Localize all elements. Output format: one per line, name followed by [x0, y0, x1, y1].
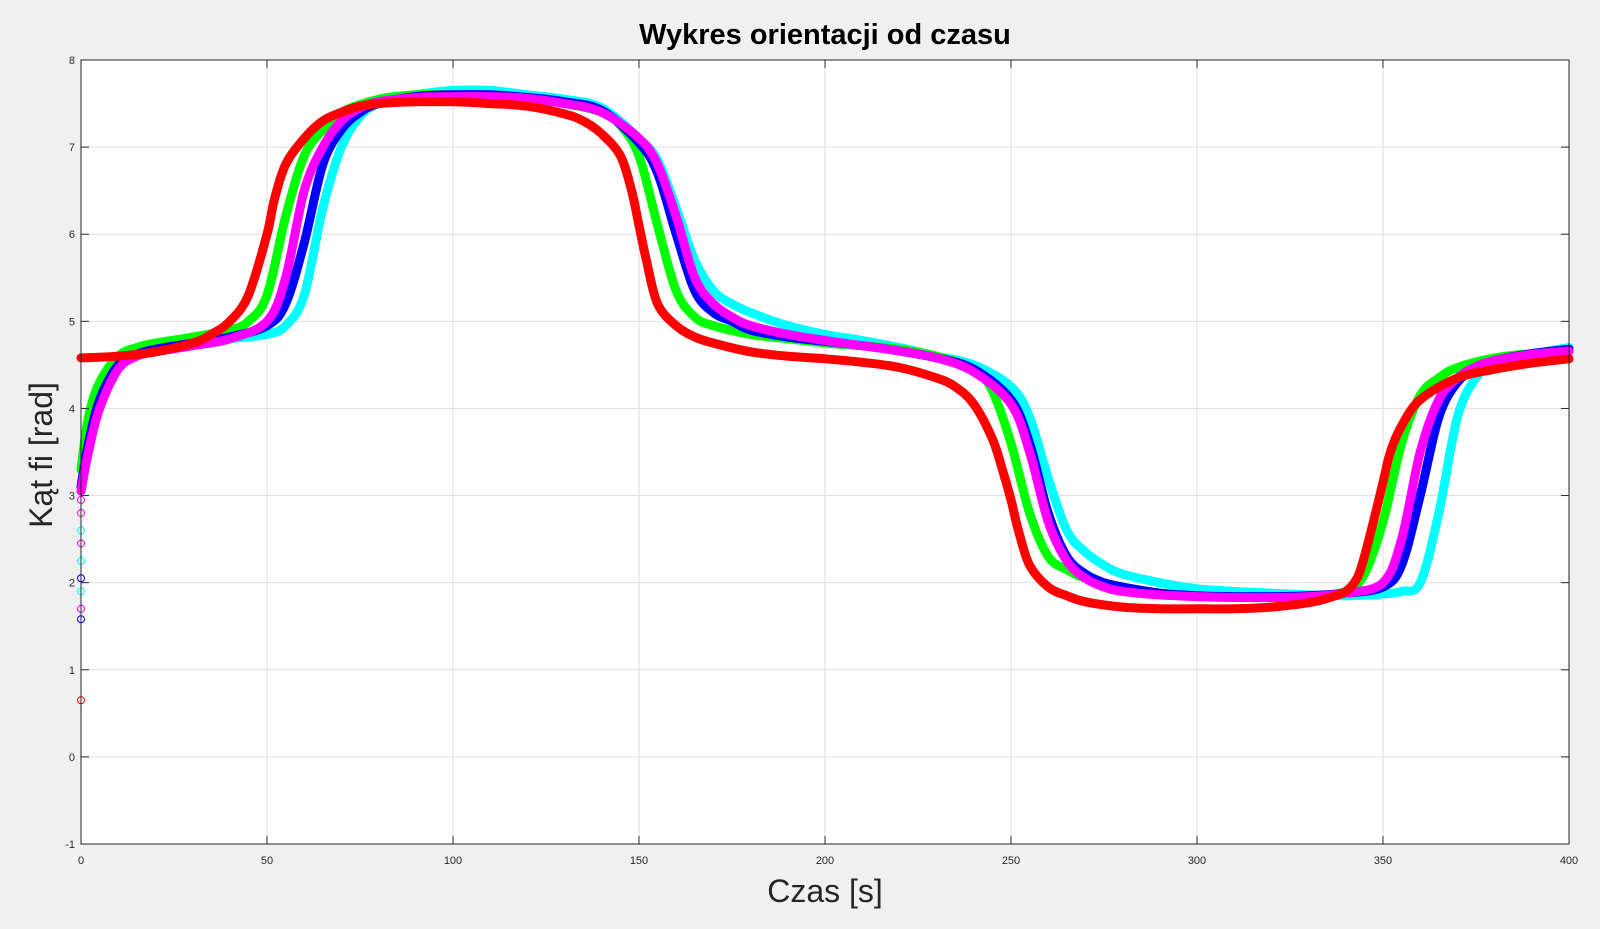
y-tick-label: 2	[69, 578, 75, 590]
x-tick-label: 0	[78, 855, 84, 867]
series-layer	[76, 85, 1574, 614]
x-tick-label: 350	[1374, 855, 1392, 867]
y-axis-label: Kąt fi [rad]	[23, 382, 59, 528]
y-tick-label: 3	[69, 491, 75, 503]
x-tick-label: 300	[1188, 855, 1206, 867]
x-tick-label: 400	[1560, 855, 1578, 867]
y-tick-label: 7	[69, 142, 75, 154]
y-tick-label: 0	[69, 752, 75, 764]
y-tick-label: 1	[69, 665, 75, 677]
x-axis-label: Czas [s]	[767, 873, 883, 909]
x-tick-label: 50	[261, 855, 273, 867]
y-tick-label: 6	[69, 229, 75, 241]
x-tick-label: 200	[816, 855, 834, 867]
series-red-line	[76, 97, 1574, 614]
y-tick-label: -1	[65, 839, 75, 851]
chart-title: Wykres orientacji od czasu	[639, 19, 1011, 51]
x-tick-label: 100	[444, 855, 462, 867]
x-tick-label: 250	[1002, 855, 1020, 867]
y-tick-label: 5	[69, 316, 75, 328]
y-tick-label: 4	[69, 403, 75, 415]
y-tick-label: 8	[69, 55, 75, 67]
x-tick-label: 150	[630, 855, 648, 867]
